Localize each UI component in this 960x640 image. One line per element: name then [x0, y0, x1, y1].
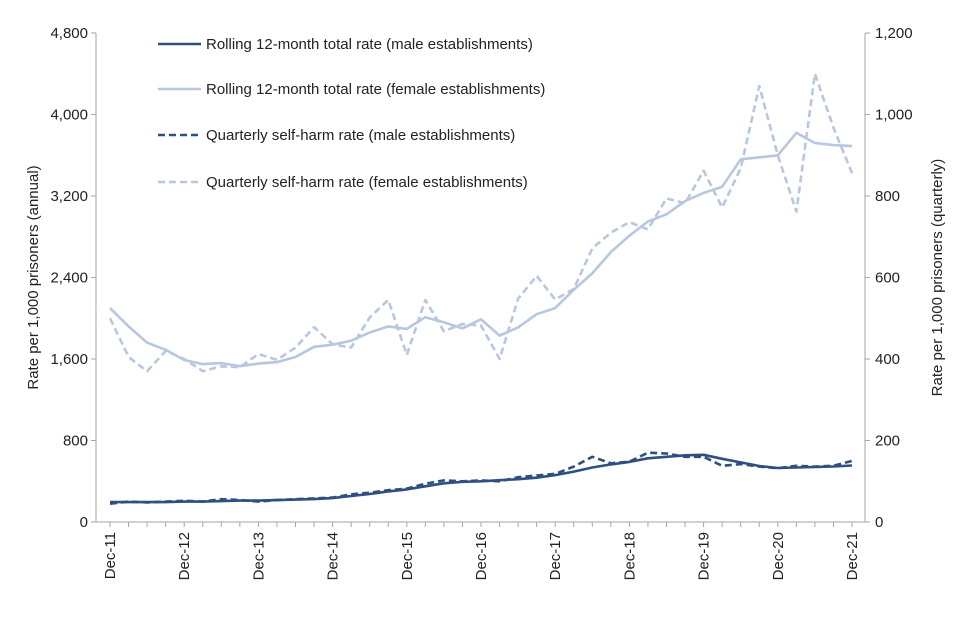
y-left-tick-label: 4,800 — [50, 25, 88, 42]
y-left-tick-label: 4,000 — [50, 107, 88, 124]
y-left-tick-label: 1,600 — [50, 351, 88, 368]
x-tick-label: Dec-17 — [547, 532, 564, 580]
series-line-female-rolling — [109, 131, 853, 368]
y-right-tick-label: 800 — [875, 188, 900, 205]
x-tick-label: Dec-14 — [325, 532, 342, 580]
y-left-tick-label: 800 — [63, 433, 88, 450]
y-right-tick-label: 200 — [875, 433, 900, 450]
y-right-tick-label: 1,000 — [875, 107, 913, 124]
x-tick-label: Dec-15 — [399, 532, 416, 580]
y-left-axis-title: Rate per 1,000 prisoners (annual) — [25, 165, 42, 389]
y-right-tick-label: 600 — [875, 270, 900, 287]
y-left-tick-label: 2,400 — [50, 270, 88, 287]
series-line-male-quarterly — [109, 451, 853, 505]
legend-label: Rolling 12-month total rate (female esta… — [206, 81, 545, 98]
x-tick-label: Dec-20 — [770, 532, 787, 580]
y-left-tick-label: 0 — [80, 514, 88, 531]
axes: 0 800 1,600 2,400 3,200 4,000 4,800 0 200 400 600 8… — [25, 25, 946, 580]
series-layer — [108, 72, 854, 505]
y-left-tick-label: 3,200 — [50, 188, 88, 205]
x-tick-label: Dec-18 — [621, 532, 638, 580]
series-line-male-rolling — [110, 453, 853, 504]
x-tick-label: Dec-19 — [696, 532, 713, 580]
x-tick-label: Dec-21 — [844, 532, 861, 580]
series-line-female-quarterly — [108, 72, 854, 373]
y-right-tick-label: 1,200 — [875, 25, 913, 42]
legend-label: Rolling 12-month total rate (male establ… — [206, 36, 533, 53]
y-right-tick-label: 400 — [875, 351, 900, 368]
legend-label: Quarterly self-harm rate (male establish… — [206, 127, 515, 144]
legend: Rolling 12-month total rate (male establ… — [158, 36, 545, 191]
x-tick-label: Dec-11 — [102, 532, 119, 579]
legend-label: Quarterly self-harm rate (female establi… — [206, 174, 528, 191]
x-tick-label: Dec-12 — [176, 532, 193, 580]
x-tick-label: Dec-13 — [250, 532, 267, 580]
x-tick-label: Dec-16 — [473, 532, 490, 580]
y-right-tick-label: 0 — [875, 514, 883, 531]
y-right-axis-title: Rate per 1,000 prisoners (quarterly) — [929, 159, 946, 397]
